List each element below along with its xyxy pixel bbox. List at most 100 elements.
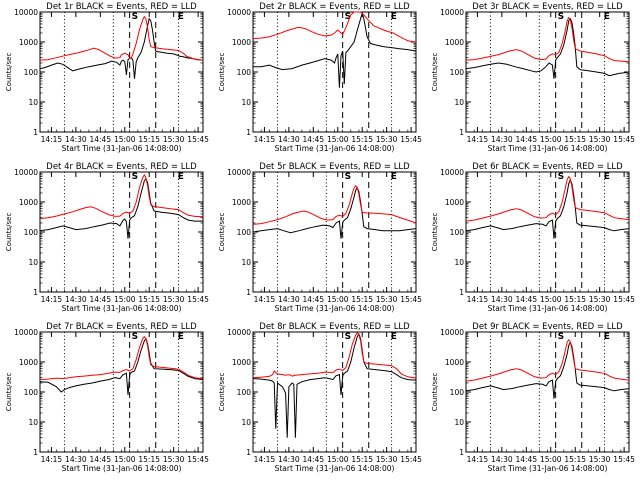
x-tick-label: 14:15 — [254, 455, 276, 464]
y-tick-label: 1 — [246, 128, 251, 137]
y-tick-label: 1000 — [232, 198, 251, 207]
x-tick-label: 15:15 — [351, 135, 373, 144]
end-marker-label: E — [604, 332, 610, 342]
x-tick-label: 14:15 — [467, 295, 489, 304]
chart-title: Det 6r BLACK = Events, RED = LLD — [472, 162, 623, 172]
end-marker-label: E — [391, 12, 397, 22]
chart-title: Det 2r BLACK = Events, RED = LLD — [259, 2, 410, 12]
y-tick-label: 10 — [454, 98, 464, 107]
chart-title: Det 5r BLACK = Events, RED = LLD — [259, 162, 410, 172]
y-axis-label: Counts/sec — [5, 213, 13, 252]
y-tick-label: 10 — [28, 98, 38, 107]
start-marker-label: S — [345, 332, 351, 342]
y-tick-label: 1 — [246, 448, 251, 457]
y-axis-label: Counts/sec — [5, 53, 13, 92]
y-tick-label: 100 — [450, 68, 465, 77]
x-tick-label: 15:30 — [589, 295, 611, 304]
x-tick-label: 14:15 — [41, 135, 63, 144]
x-tick-label: 15:15 — [351, 455, 373, 464]
chart-title: Det 8r BLACK = Events, RED = LLD — [259, 322, 410, 332]
y-tick-label: 10000 — [227, 168, 251, 177]
x-tick-label: 15:15 — [138, 455, 160, 464]
chart-title: Det 9r BLACK = Events, RED = LLD — [472, 322, 623, 332]
x-tick-label: 15:00 — [540, 135, 562, 144]
series-line-lld — [39, 335, 204, 381]
chart-panel-2: Det 2r BLACK = Events, RED = LLD 1 10 100 10… — [218, 2, 422, 153]
series-line-lld — [465, 338, 630, 382]
series-line-lld — [465, 16, 630, 63]
x-tick-label: 15:45 — [613, 455, 635, 464]
y-axis-label: Counts/sec — [5, 373, 13, 412]
series-line-events — [252, 332, 417, 438]
y-tick-label: 100 — [237, 388, 252, 397]
x-tick-label: 15:00 — [540, 455, 562, 464]
x-tick-label: 14:15 — [41, 455, 63, 464]
series-line-events — [465, 341, 630, 399]
x-tick-label: 14:30 — [65, 135, 87, 144]
y-axis-label: Counts/sec — [218, 213, 226, 252]
x-tick-label: 15:00 — [540, 295, 562, 304]
x-tick-label: 15:15 — [564, 135, 586, 144]
chart-panel-4: Det 4r BLACK = Events, RED = LLD 1 10 100 10… — [5, 162, 209, 313]
y-tick-label: 100 — [450, 388, 465, 397]
x-axis-label: Start Time (31-Jan-06 14:08:00) — [275, 304, 395, 313]
series-line-lld — [252, 331, 417, 379]
x-tick-label: 15:30 — [163, 455, 185, 464]
series-line-events — [39, 337, 204, 395]
x-axis-label: Start Time (31-Jan-06 14:08:00) — [275, 464, 395, 473]
x-axis-label: Start Time (31-Jan-06 14:08:00) — [62, 304, 182, 313]
y-tick-label: 10 — [241, 258, 251, 267]
x-tick-label: 15:45 — [187, 455, 209, 464]
chart-panel-7: Det 7r BLACK = Events, RED = LLD 1 10 100 10… — [5, 322, 209, 473]
y-tick-label: 1 — [246, 288, 251, 297]
y-tick-label: 10 — [454, 258, 464, 267]
x-tick-label: 14:45 — [515, 295, 537, 304]
x-tick-label: 15:15 — [138, 135, 160, 144]
x-tick-label: 14:45 — [302, 135, 324, 144]
start-marker-label: S — [558, 332, 564, 342]
y-tick-label: 100 — [24, 388, 39, 397]
series-line-events — [252, 186, 417, 239]
x-tick-label: 15:30 — [376, 455, 398, 464]
x-tick-label: 14:30 — [491, 455, 513, 464]
x-tick-label: 14:15 — [467, 135, 489, 144]
x-tick-label: 15:30 — [163, 295, 185, 304]
y-tick-label: 10 — [241, 418, 251, 427]
x-tick-label: 15:45 — [187, 135, 209, 144]
y-tick-label: 10000 — [227, 8, 251, 17]
x-tick-label: 14:15 — [254, 135, 276, 144]
x-tick-label: 15:15 — [351, 295, 373, 304]
y-tick-label: 10000 — [440, 8, 464, 17]
series-line-events — [465, 17, 630, 79]
x-tick-label: 15:15 — [564, 295, 586, 304]
y-tick-label: 1000 — [445, 198, 464, 207]
x-tick-label: 14:45 — [89, 455, 111, 464]
y-tick-label: 100 — [24, 68, 39, 77]
x-axis-label: Start Time (31-Jan-06 14:08:00) — [275, 144, 395, 153]
y-tick-label: 1000 — [445, 38, 464, 47]
y-axis-label: Counts/sec — [218, 373, 226, 412]
x-tick-label: 14:45 — [302, 455, 324, 464]
y-axis-label: Counts/sec — [431, 53, 439, 92]
x-tick-label: 15:30 — [589, 455, 611, 464]
x-tick-label: 15:00 — [114, 455, 136, 464]
chart-panel-6: Det 6r BLACK = Events, RED = LLD 1 10 100 10… — [431, 162, 635, 313]
y-tick-label: 1000 — [19, 198, 38, 207]
end-marker-label: E — [604, 172, 610, 182]
y-axis-label: Counts/sec — [431, 213, 439, 252]
chart-panel-9: Det 9r BLACK = Events, RED = LLD 1 10 100 10… — [431, 322, 635, 473]
y-tick-label: 10 — [454, 418, 464, 427]
x-tick-label: 14:45 — [515, 455, 537, 464]
series-line-events — [39, 177, 203, 239]
y-tick-label: 10000 — [14, 8, 38, 17]
x-tick-label: 14:30 — [278, 455, 300, 464]
y-tick-label: 10 — [241, 98, 251, 107]
x-tick-label: 15:30 — [376, 135, 398, 144]
start-marker-label: S — [132, 332, 138, 342]
chart-title: Det 3r BLACK = Events, RED = LLD — [472, 2, 623, 12]
series-line-events — [39, 17, 204, 79]
x-tick-label: 14:45 — [515, 135, 537, 144]
y-tick-label: 10 — [28, 418, 38, 427]
chart-panel-8: Det 8r BLACK = Events, RED = LLD 1 10 100 10… — [218, 322, 422, 473]
